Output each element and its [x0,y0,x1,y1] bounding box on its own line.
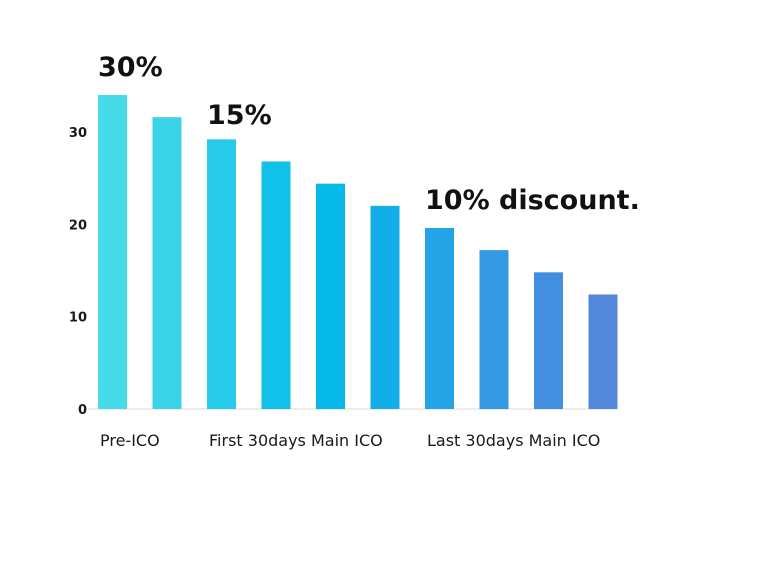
y-tick-label: 20 [69,218,87,233]
bar [479,250,509,409]
bar [534,272,563,409]
y-tick-label: 10 [69,311,87,326]
bar [261,161,291,409]
discount-annotation: 30% [98,52,163,83]
bar [207,139,236,409]
bar [370,205,400,409]
bar [316,183,345,409]
bar [98,95,127,409]
bar [152,117,182,409]
bar [588,294,618,409]
x-category-label: Pre-ICO [100,431,160,450]
y-tick-label: 30 [69,126,87,141]
x-category-label: First 30days Main ICO [209,431,383,450]
x-category-label: Last 30days Main ICO [427,431,600,450]
discount-annotation: 10% discount. [425,185,640,216]
y-tick-label: 0 [78,403,87,418]
discount-annotation: 15% [207,100,272,131]
bar [425,227,454,409]
